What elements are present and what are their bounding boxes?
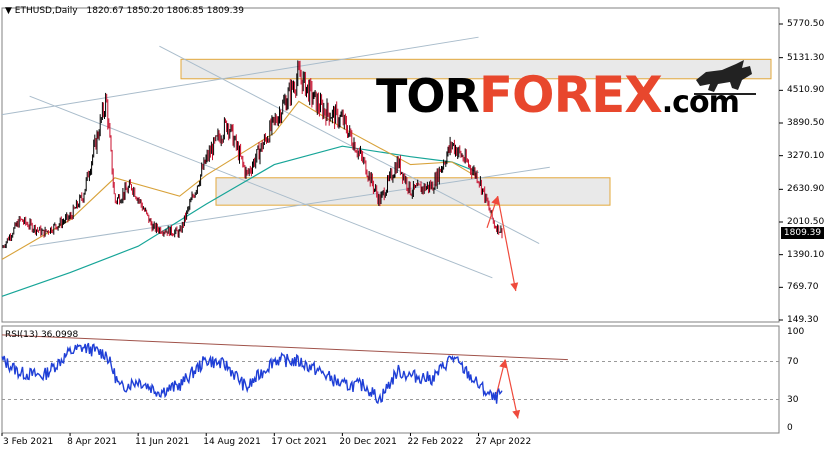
x-tick-label: 22 Feb 2022 — [407, 437, 464, 447]
y-tick-label: 4510.90 — [787, 85, 825, 96]
y-tick-label: 2010.50 — [787, 216, 825, 227]
rsi-trend-line[interactable] — [1, 334, 568, 361]
y-tick-label: 1390.10 — [787, 249, 825, 260]
logo-part-com: .com — [661, 85, 740, 120]
rsi-y-tick-label: 30 — [787, 394, 799, 405]
bull-icon — [694, 60, 756, 95]
y-tick-label: 3270.10 — [787, 150, 825, 161]
rsi-pane-frame — [1, 325, 780, 434]
forecast-down-arrow-head — [510, 282, 519, 292]
y-tick-label: 5131.30 — [787, 52, 825, 63]
x-tick-label: 8 Apr 2021 — [67, 437, 117, 447]
ma-slow-line — [1, 145, 479, 297]
channel-line[interactable] — [159, 45, 540, 245]
x-tick-label: 11 Jun 2021 — [135, 437, 190, 447]
y-tick-label: 3890.50 — [787, 117, 825, 128]
x-tick-label: 17 Oct 2021 — [271, 437, 327, 447]
x-tick-label: 14 Aug 2021 — [203, 437, 261, 447]
y-tick-label: 5770.50 — [787, 19, 825, 29]
rsi-forecast-down-arrow-head — [512, 409, 521, 419]
y-tick-label: 769.70 — [787, 282, 819, 293]
logo-part-forex: FOREX — [478, 66, 663, 124]
x-tick-label: 20 Dec 2021 — [339, 437, 397, 447]
symbol-header: ▼ ETHUSD,Daily 1820.67 1850.20 1806.85 1… — [5, 6, 244, 17]
ma-fast-line — [1, 100, 479, 260]
torforex-logo: TORFOREX.com — [376, 66, 740, 124]
dropdown-arrow-icon[interactable]: ▼ — [5, 6, 12, 16]
forecast-up-arrow-head — [491, 196, 499, 206]
last-price-tag: 1809.39 — [781, 227, 824, 239]
ohlc-values: 1820.67 1850.20 1806.85 1809.39 — [86, 6, 244, 16]
symbol-label: ETHUSD,Daily — [14, 6, 78, 16]
x-tick-label: 3 Feb 2021 — [3, 437, 54, 447]
forecast-down-arrow — [497, 196, 517, 292]
rsi-y-tick-label: 0 — [787, 423, 793, 433]
sr-zone — [180, 58, 772, 80]
logo-part-tor: TOR — [376, 69, 480, 123]
rsi-label: RSI(13) 36.0998 — [5, 330, 79, 340]
y-tick-label: 2630.90 — [787, 184, 825, 195]
rsi-y-tick-label: 70 — [787, 356, 799, 367]
channel-line[interactable] — [1, 36, 479, 116]
rsi-y-tick-label: 100 — [787, 327, 805, 337]
rsi-line — [1, 342, 503, 405]
y-tick-label: 149.30 — [787, 315, 819, 325]
main-pane-frame — [1, 7, 780, 323]
channel-line[interactable] — [29, 166, 550, 247]
bull-body — [696, 60, 752, 92]
channel-line[interactable] — [29, 95, 493, 279]
rsi-forecast-down-arrow — [504, 359, 519, 419]
x-tick-label: 27 Apr 2022 — [475, 437, 532, 447]
